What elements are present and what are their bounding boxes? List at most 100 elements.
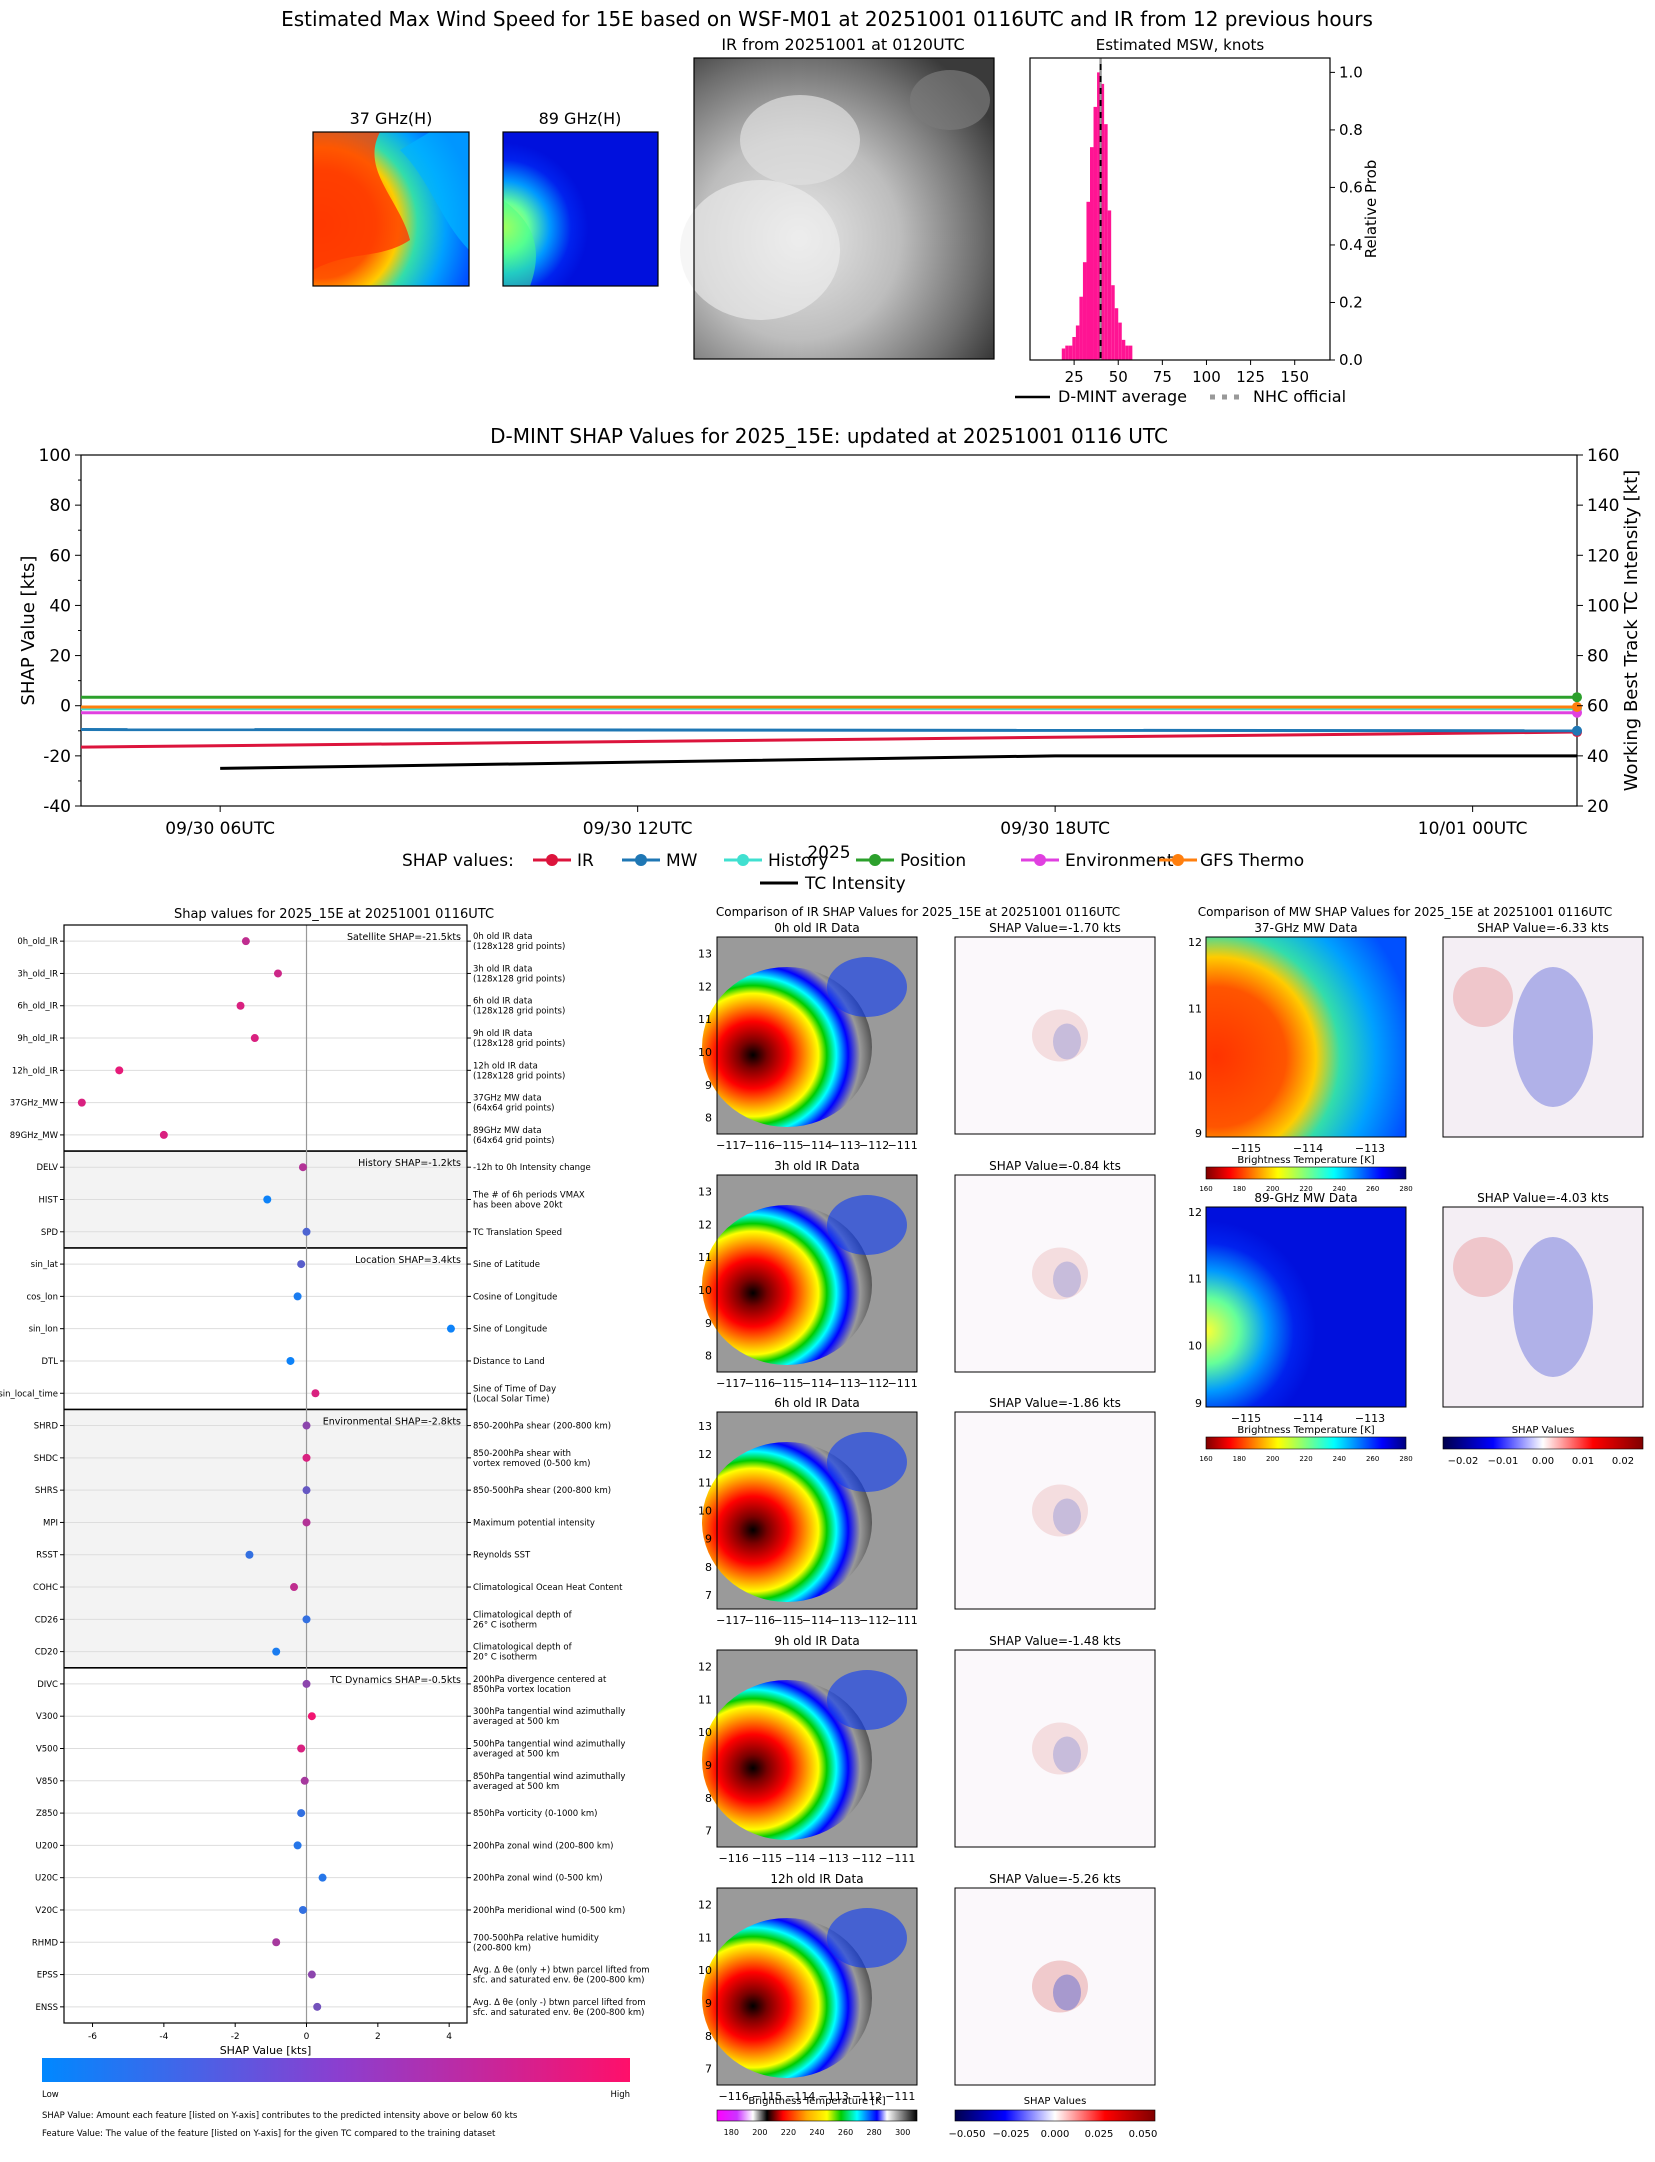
feature-description: Climatological depth of — [473, 1643, 573, 1653]
mw-comparison: Comparison of MW SHAP Values for 2025_15… — [1188, 905, 1644, 1467]
feature-name: sin_lat — [31, 1260, 59, 1270]
feature-description: 850-200hPa shear with — [473, 1449, 571, 1459]
mw-panel-label: 89-GHz MW Data — [1254, 1191, 1357, 1205]
feature-shap-point — [297, 1260, 306, 1269]
legend-marker-gfs_thermo — [1172, 854, 1184, 866]
ts-y2tick-label: 80 — [1587, 647, 1609, 667]
ir-shap-colorbar-label: SHAP Values — [1024, 2096, 1087, 2107]
mw-xtick-label: −114 — [1293, 1142, 1323, 1155]
feature-name: MPI — [43, 1518, 58, 1528]
ir-xtick-label: −111 — [888, 1139, 918, 1152]
feature-name: RSST — [36, 1551, 59, 1561]
feature-shap-point — [300, 1776, 309, 1785]
mw37-bt-colorbar — [1205, 1166, 1407, 1180]
ir-ytick-label: 11 — [698, 1931, 712, 1944]
ir-shap-map — [954, 1411, 1156, 1610]
ir-ytick-label: 9 — [705, 1079, 712, 1092]
ts-ytick-label: 60 — [49, 546, 71, 566]
feature-description: Distance to Land — [473, 1357, 545, 1367]
histogram-bar — [1121, 339, 1126, 360]
histogram-xtick-label: 75 — [1153, 368, 1172, 386]
ir-ytick-label: 11 — [698, 1251, 712, 1264]
feature-name: V20C — [35, 1906, 58, 1916]
ir-shap-positive — [1032, 1247, 1088, 1300]
feature-shap-point — [297, 1809, 306, 1818]
mw37-bt-tick: 220 — [1299, 1185, 1312, 1193]
ir-ytick-label: 11 — [698, 1013, 712, 1026]
feature-shap-point — [302, 1227, 311, 1236]
footnote-shap: SHAP Value: Amount each feature [listed … — [42, 2111, 518, 2121]
histogram-bar — [1072, 336, 1076, 360]
footnote-feature: Feature Value: The value of the feature … — [42, 2129, 496, 2139]
ir-ytick-label: 13 — [698, 1185, 712, 1198]
feature-shap-point — [245, 1550, 254, 1559]
ir-xtick-label: −116 — [745, 1139, 775, 1152]
ts-y2tick-label: 160 — [1587, 446, 1619, 466]
feature-shap-point — [293, 1292, 302, 1301]
mw89-bt-colorbar — [1205, 1436, 1407, 1450]
feature-shap-point — [302, 1486, 311, 1495]
ir-storm-core — [702, 1205, 872, 1365]
mw37-bt-tick: 240 — [1333, 1185, 1346, 1193]
mw-comparison-title: Comparison of MW SHAP Values for 2025_15… — [1198, 905, 1613, 919]
ir-xtick-label: −113 — [830, 1377, 860, 1390]
ir-title: IR from 20251001 at 0120UTC — [721, 35, 964, 54]
legend-marker-ir — [546, 854, 558, 866]
ir-shap-positive — [1032, 1009, 1088, 1062]
ts-xlabel: 2025 — [807, 843, 850, 863]
feature-shap-point — [302, 1518, 311, 1527]
feature-description: 26° C isotherm — [473, 1620, 537, 1630]
ir-shap-tick: −0.025 — [992, 2129, 1029, 2140]
feature-description: (128x128 grid points) — [473, 1039, 565, 1049]
feature-colorbar — [42, 2058, 630, 2082]
feature-description: 3h old IR data — [473, 964, 532, 974]
feature-name: COHC — [33, 1583, 58, 1593]
ir-xtick-label: −114 — [785, 1852, 815, 1865]
ir-xtick-label: −113 — [830, 1139, 860, 1152]
histogram-ytick-label: 0.6 — [1339, 178, 1363, 196]
feature-description: Sine of Latitude — [473, 1260, 540, 1270]
feature-description: 20° C isotherm — [473, 1653, 537, 1663]
feature-shap-point — [302, 1615, 311, 1624]
ir-xtick-label: −115 — [773, 1139, 803, 1152]
ts-ytick-label: 40 — [49, 596, 71, 616]
histogram-bar — [1104, 124, 1108, 361]
feature-xtick-label: 2 — [375, 2032, 381, 2042]
ir-ytick-label: 12 — [698, 1660, 712, 1673]
ir-shap-negative — [1053, 1736, 1081, 1773]
histogram-bar — [1097, 72, 1101, 360]
feature-description: Avg. Δ θe (only +) btwn parcel lifted fr… — [473, 1966, 650, 1976]
ts-xtick-label: 10/01 00UTC — [1418, 819, 1528, 839]
ir-shap-tick: −0.050 — [948, 2129, 985, 2140]
mw37-bt-tick: 200 — [1266, 1185, 1279, 1193]
ir-ytick-label: 7 — [705, 1825, 712, 1838]
mw89-bt-tick: 200 — [1266, 1455, 1279, 1463]
feature-description: sfc. and saturated env. θe (200-800 km) — [473, 2008, 645, 2018]
mw37-title: 37 GHz(H) — [350, 109, 433, 128]
feature-description: TC Translation Speed — [472, 1228, 562, 1238]
legend-marker-environment — [1034, 854, 1046, 866]
ir-ytick-label: 10 — [698, 1505, 712, 1518]
mw-panel-image — [1205, 936, 1407, 1138]
ir-shap-negative — [1053, 1261, 1081, 1298]
ir-ytick-label: 8 — [705, 1792, 712, 1805]
feature-description: has been above 20kt — [473, 1201, 563, 1211]
feature-name: CD26 — [35, 1615, 58, 1625]
feature-shap-point — [298, 1905, 307, 1914]
ir-xtick-label: −111 — [888, 1614, 918, 1627]
ir-ytick-label: 12 — [698, 1448, 712, 1461]
ir-xtick-label: −117 — [716, 1614, 746, 1627]
ir-ytick-label: 8 — [705, 1350, 712, 1363]
ts-ylabel: SHAP Value [kts] — [18, 556, 39, 706]
ts-y2tick-label: 120 — [1587, 546, 1619, 566]
feature-description: averaged at 500 km — [473, 1717, 559, 1727]
histogram-frame — [1029, 57, 1331, 361]
ir-xtick-label: −114 — [802, 1139, 832, 1152]
feature-shap-point — [272, 1938, 281, 1947]
feature-name: U200 — [36, 1841, 58, 1851]
histogram-bar — [1090, 147, 1094, 360]
feature-xtick-label: -4 — [159, 2032, 168, 2042]
ir-ytick-label: 9 — [705, 1317, 712, 1330]
mw89-title: 89 GHz(H) — [539, 109, 622, 128]
